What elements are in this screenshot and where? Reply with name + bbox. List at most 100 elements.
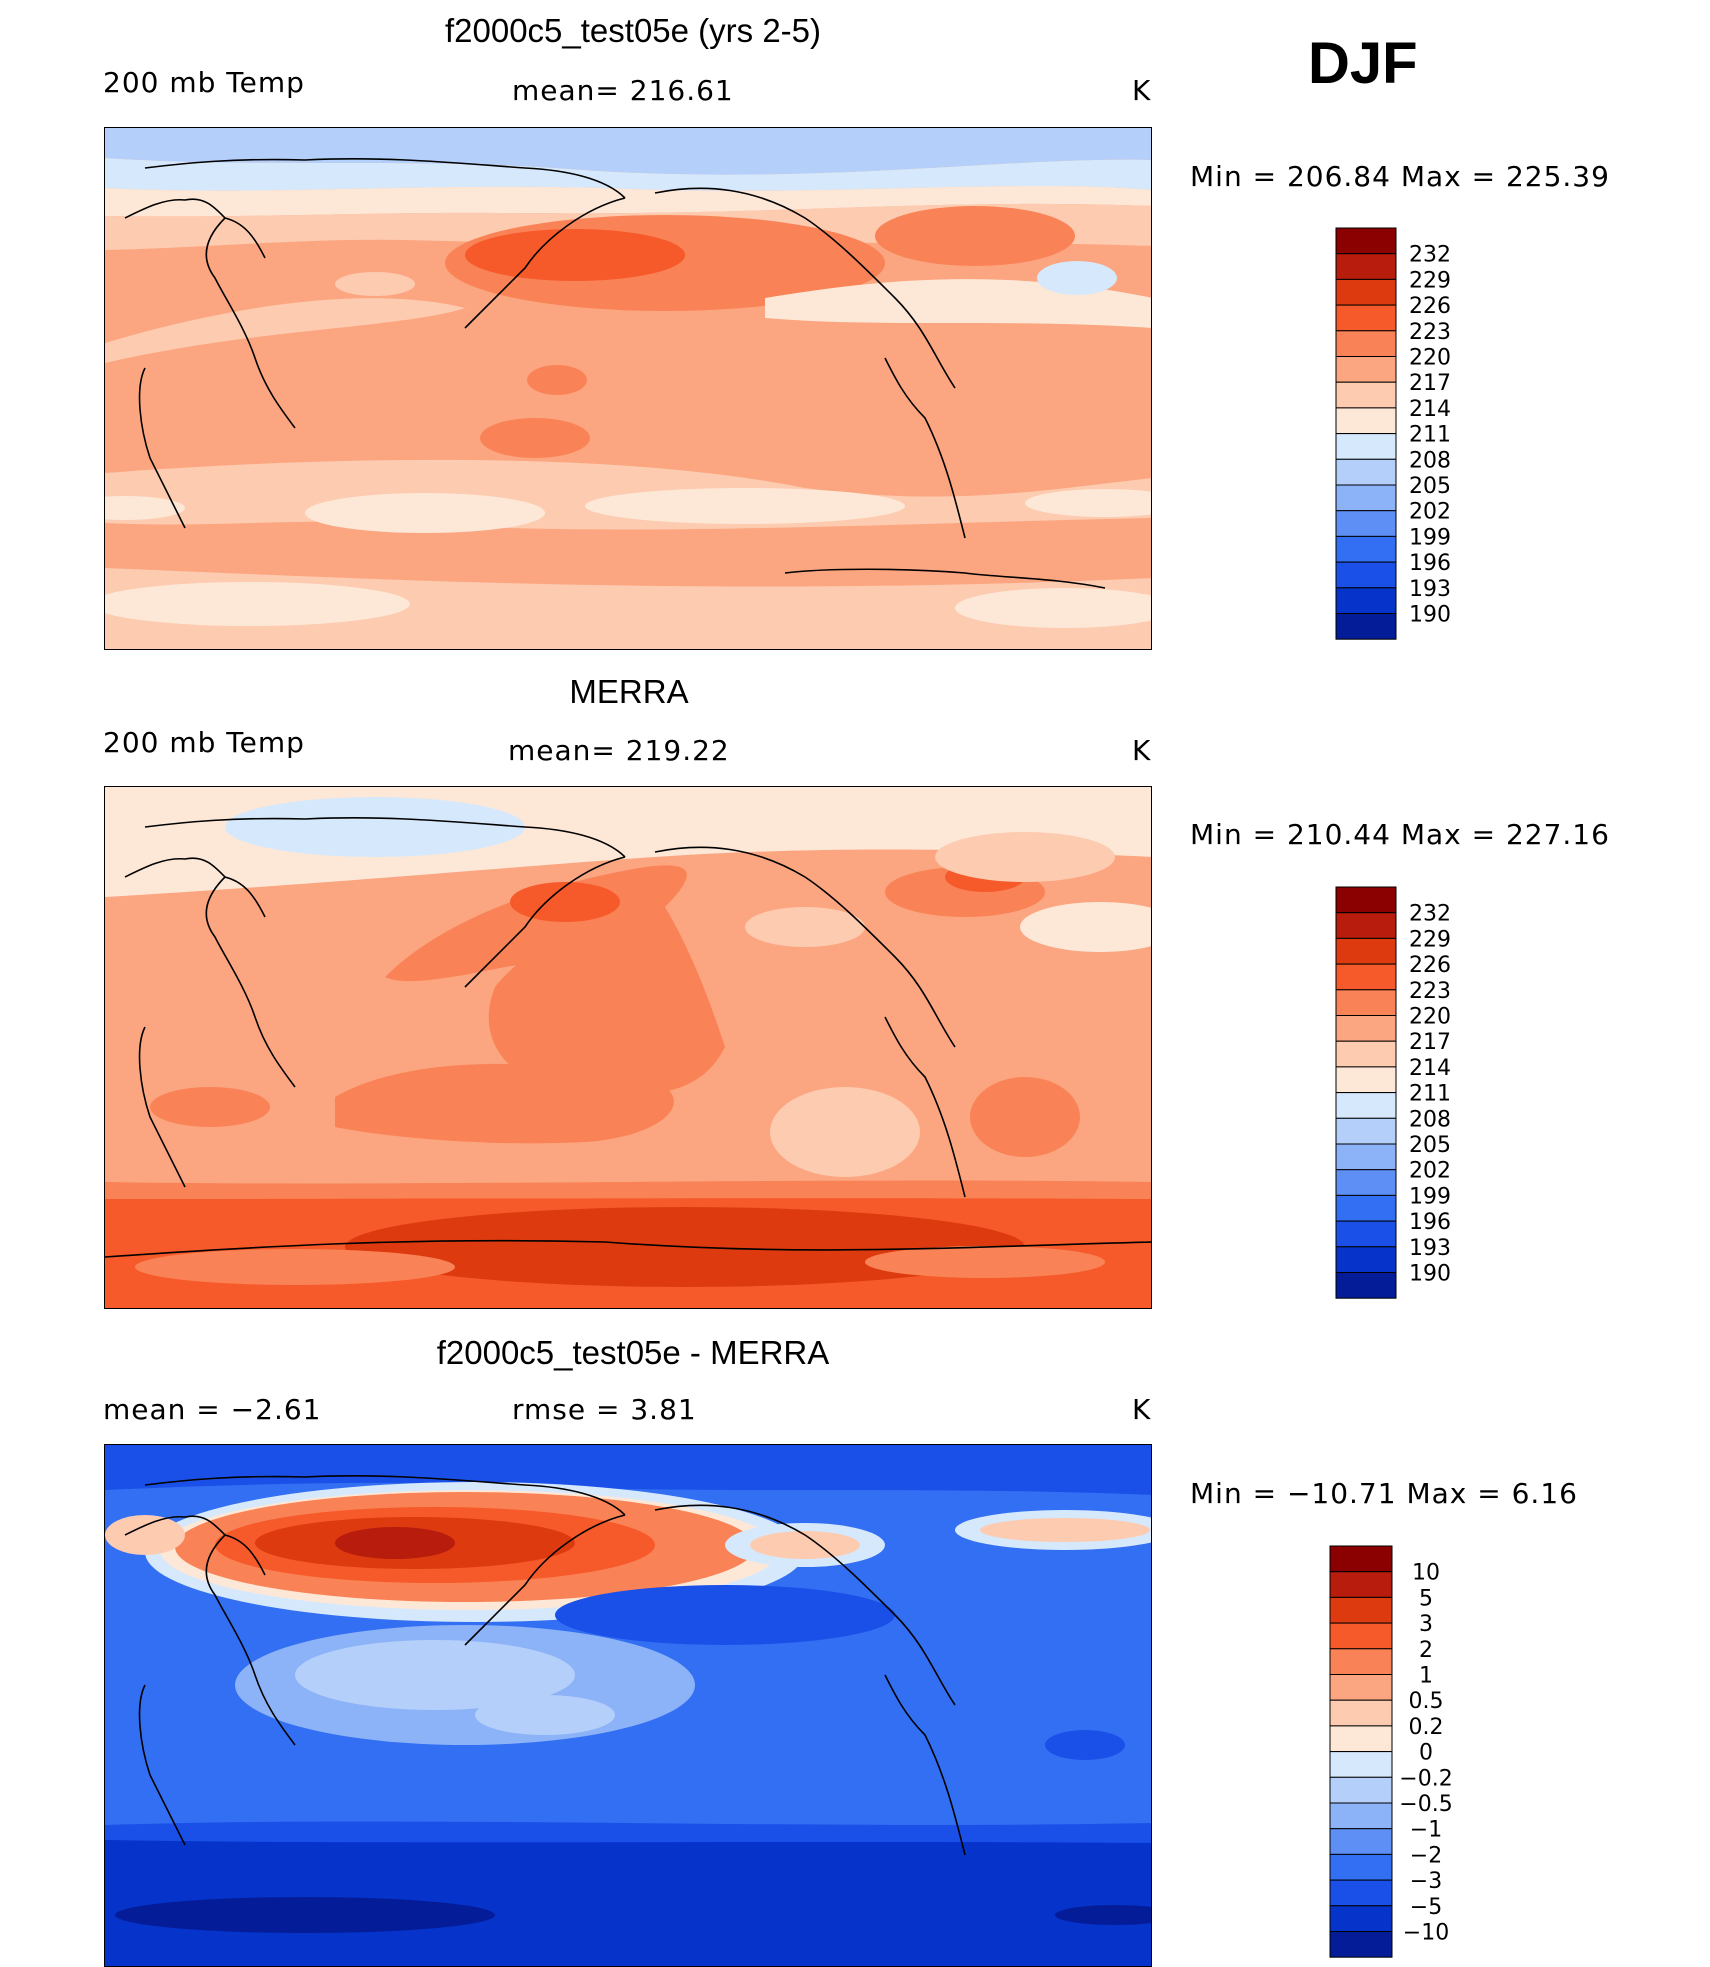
panel-3-colorbar-label: 0.5 [1409, 1689, 1444, 1714]
panel-1-colorbar-label: 196 [1409, 551, 1451, 576]
panel-2-mean: mean= 219.22 [508, 734, 730, 767]
panel-3-colorbar-box [1329, 1571, 1393, 1598]
panel-2-colorbar-box [1335, 1040, 1397, 1068]
panel-1-colorbar-label: 223 [1409, 320, 1451, 345]
panel-3-colorbar-box [1329, 1802, 1393, 1830]
panel-1-colorbar-label: 229 [1409, 268, 1451, 293]
panel-2-colorbar-box [1335, 1272, 1397, 1299]
panel-3-colorbar-box [1329, 1828, 1393, 1855]
panel-1-colorbar-box [1335, 330, 1397, 358]
panel-3-colorbar-label: 3 [1419, 1612, 1433, 1637]
panel-2-colorbar-box [1335, 886, 1397, 914]
panel-1-minmax: Min = 206.84 Max = 225.39 [1190, 160, 1610, 193]
panel-3-colorbar-label: −1 [1410, 1818, 1442, 1843]
panel-2-colorbar-label: 208 [1409, 1107, 1451, 1132]
panel-1-colorbar-label: 217 [1409, 371, 1451, 396]
panel-3-colorbar-box [1329, 1931, 1393, 1958]
panel-1-map [104, 127, 1152, 650]
panel-3-colorbar-label: 10 [1412, 1561, 1440, 1586]
season-label: DJF [1308, 31, 1418, 96]
panel-3-colorbar-box [1329, 1545, 1393, 1573]
panel-2-variable: 200 mb Temp [103, 726, 305, 759]
panel-1-colorbar-label: 199 [1409, 525, 1451, 550]
panel-1-colorbar-label: 211 [1409, 423, 1451, 448]
panel-3-colorbar-label: 0 [1419, 1741, 1433, 1766]
panel-1-colorbar-box [1335, 304, 1397, 332]
panel-1-colorbar-label: 202 [1409, 500, 1451, 525]
panel-1-colorbar-box [1335, 381, 1397, 409]
panel-1-colorbar-label: 214 [1409, 397, 1451, 422]
panel-1-colorbar-label: 208 [1409, 448, 1451, 473]
panel-3-minmax: Min = −10.71 Max = 6.16 [1190, 1477, 1578, 1510]
panel-2-colorbar-box [1335, 1246, 1397, 1273]
panel-1-units: K [1132, 74, 1152, 107]
panel-3-colorbar-label: −3 [1410, 1869, 1442, 1894]
panel-3-colorbar-label: −0.5 [1399, 1792, 1452, 1817]
panel-2-colorbar-label: 196 [1409, 1210, 1451, 1235]
panel-3-colorbar-label: 1 [1419, 1664, 1433, 1689]
panel-3-colorbar-box [1329, 1905, 1393, 1932]
panel-1-colorbar-box [1335, 510, 1397, 537]
panel-1-colorbar: 232 229 226 223 220 217 214 211 208 205 202 199 196 1… [1335, 227, 1536, 648]
panel-2-colorbar-label: 229 [1409, 927, 1451, 952]
panel-3-colorbar-label: −0.2 [1399, 1766, 1452, 1791]
panel-1-colorbar-label: 220 [1409, 346, 1451, 371]
panel-2-colorbar-box [1335, 1169, 1397, 1196]
panel-3-colorbar-box [1329, 1674, 1393, 1701]
panel-1-variable: 200 mb Temp [103, 66, 305, 99]
panel-2-colorbar-box [1335, 1143, 1397, 1171]
panel-2-colorbar-label: 211 [1409, 1082, 1451, 1107]
panel-1-colorbar-box [1335, 253, 1397, 280]
panel-3-colorbar-box [1329, 1853, 1393, 1881]
panel-2-colorbar-box [1335, 1066, 1397, 1094]
panel-3-map [104, 1444, 1152, 1967]
panel-3-colorbar-label: 0.2 [1409, 1715, 1444, 1740]
panel-2-colorbar-label: 190 [1409, 1262, 1451, 1287]
panel-2-map [104, 786, 1152, 1309]
panel-2-minmax: Min = 210.44 Max = 227.16 [1190, 818, 1610, 851]
panel-3-colorbar-box [1329, 1751, 1393, 1778]
panel-3-colorbar-label: −2 [1410, 1843, 1442, 1868]
panel-3-title: f2000c5_test05e - MERRA [436, 1334, 830, 1371]
panel-3-colorbar-box [1329, 1725, 1393, 1753]
panel-1-colorbar-box [1335, 613, 1397, 640]
panel-1-title: f2000c5_test05e (yrs 2-5) [444, 12, 822, 49]
panel-3-mean: mean = −2.61 [103, 1393, 322, 1426]
panel-1-colorbar-label: 190 [1409, 603, 1451, 628]
panel-1-colorbar-box [1335, 587, 1397, 614]
panel-3-colorbar-label: 5 [1419, 1586, 1433, 1611]
panel-2-colorbar-label: 214 [1409, 1056, 1451, 1081]
panel-1-colorbar-box [1335, 458, 1397, 486]
panel-2-colorbar-label: 205 [1409, 1133, 1451, 1158]
panel-2-colorbar-box [1335, 1015, 1397, 1042]
panel-1-colorbar-box [1335, 227, 1397, 255]
panel-1-colorbar-box [1335, 561, 1397, 589]
panel-1-colorbar-box [1335, 535, 1397, 563]
panel-2-colorbar: 232 229 226 223 220 217 214 211 208 205 202 199 196 1… [1335, 886, 1536, 1307]
panel-3-rmse: rmse = 3.81 [512, 1393, 697, 1426]
panel-3-colorbar-box [1329, 1879, 1393, 1907]
panel-2-colorbar-box [1335, 937, 1397, 965]
panel-2-colorbar-box [1335, 912, 1397, 939]
panel-3-colorbar-label: 2 [1419, 1638, 1433, 1663]
panel-2-colorbar-label: 223 [1409, 979, 1451, 1004]
panel-3-colorbar-box [1329, 1648, 1393, 1676]
panel-3-colorbar-box [1329, 1699, 1393, 1727]
panel-2-colorbar-box [1335, 1220, 1397, 1248]
panel-1-mean: mean= 216.61 [512, 74, 734, 107]
panel-3-colorbar-box [1329, 1596, 1393, 1624]
panel-2-units: K [1132, 734, 1152, 767]
panel-3-units: K [1132, 1393, 1152, 1426]
panel-2-colorbar-label: 232 [1409, 902, 1451, 927]
panel-2-colorbar-label: 202 [1409, 1159, 1451, 1184]
panel-1-colorbar-label: 193 [1409, 577, 1451, 602]
panel-3-colorbar-label: −10 [1403, 1921, 1449, 1946]
panel-2-colorbar-box [1335, 1194, 1397, 1222]
panel-3-colorbar-label: −5 [1410, 1895, 1442, 1920]
panel-3-colorbar-box [1329, 1776, 1393, 1804]
panel-1-colorbar-box [1335, 278, 1397, 306]
panel-2-colorbar-label: 226 [1409, 953, 1451, 978]
panel-1-colorbar-box [1335, 433, 1397, 460]
panel-2-colorbar-label: 220 [1409, 1005, 1451, 1030]
panel-3-colorbar-box [1329, 1622, 1393, 1650]
